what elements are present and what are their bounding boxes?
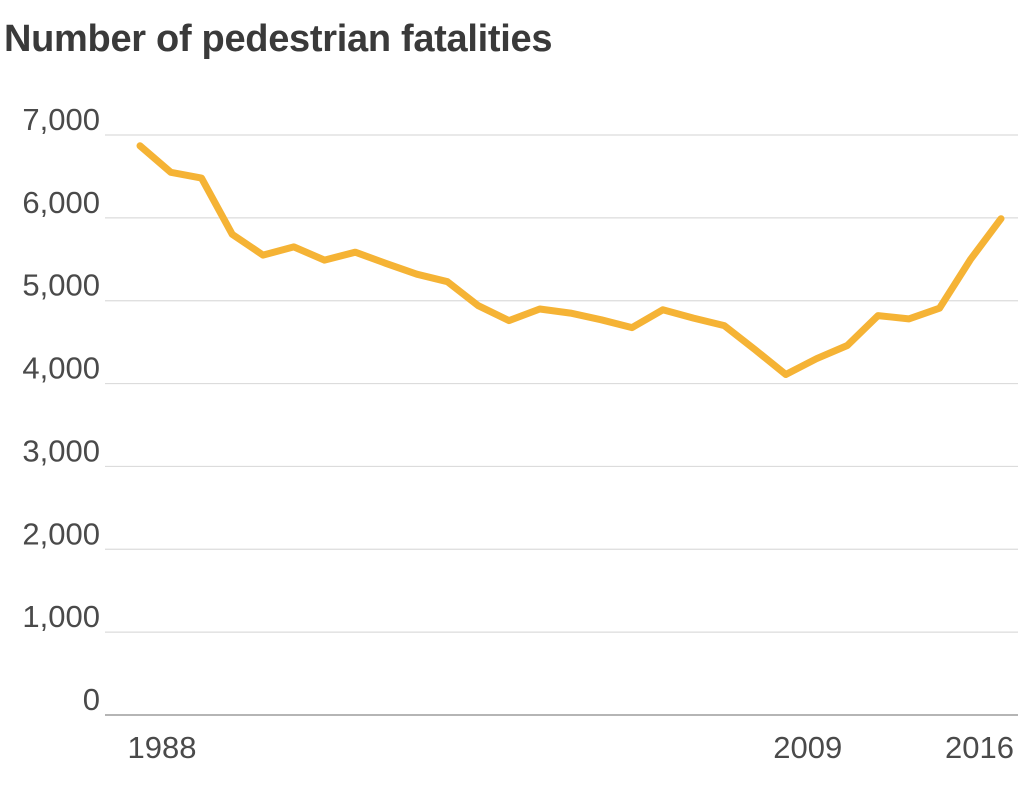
y-tick-label: 1,000: [22, 599, 100, 634]
chart-title: Number of pedestrian fatalities: [4, 18, 553, 60]
y-tick-label: 4,000: [22, 351, 100, 386]
x-tick-label: 2016: [945, 730, 1014, 765]
y-tick-label: 7,000: [22, 102, 100, 137]
series-line: [136, 142, 1005, 378]
x-axis-tick-labels: 1988 2009 2016: [128, 730, 1014, 765]
gridlines: [105, 134, 1018, 716]
y-tick-label: 3,000: [22, 433, 100, 468]
y-tick-label: 2,000: [22, 516, 100, 551]
x-tick-label: 2009: [773, 730, 842, 765]
x-tick-label: 1988: [128, 730, 197, 765]
y-tick-label: 6,000: [22, 185, 100, 220]
y-tick-label: 5,000: [22, 268, 100, 303]
series-layer: [136, 142, 1005, 378]
y-tick-label: 0: [83, 682, 100, 717]
y-axis-tick-labels: 0 1,000 2,000 3,000 4,000 5,000 6,000 7,000: [22, 102, 100, 717]
